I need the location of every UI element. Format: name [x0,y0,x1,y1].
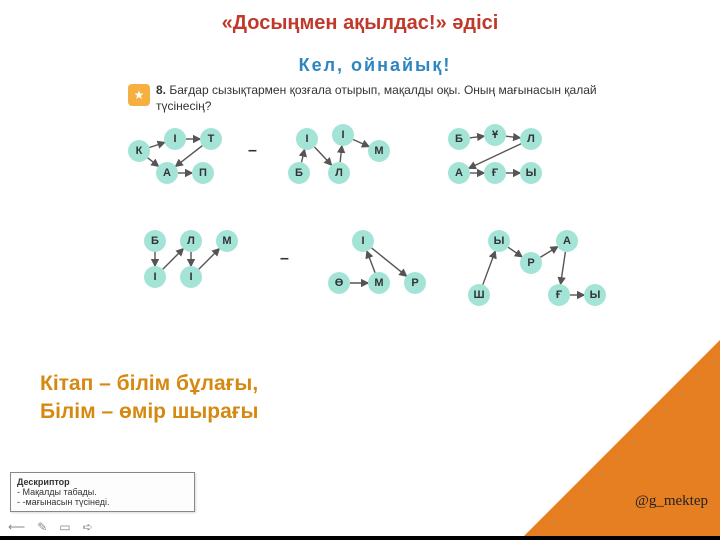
footer-bar [0,536,720,540]
letter-node: Ы [584,284,606,306]
workbook-heading: Кел, ойнайық! [120,55,630,76]
letter-node: Ө [328,272,350,294]
letter-node: Р [520,252,542,274]
letter-node: Ұ [484,124,506,146]
task-body: Бағдар сызықтармен қозғала отырып, мақал… [156,83,597,113]
letter-node: А [556,230,578,252]
dash-separator: – [248,142,257,160]
letter-node: Л [328,162,350,184]
screen-icon[interactable]: ▭ [59,520,70,534]
corner-triangle [520,340,720,540]
descriptor-item-1: - Мақалды табады. [17,487,188,497]
descriptor-box: Дескриптор - Мақалды табады. - -мағынасы… [10,472,195,512]
edit-icon[interactable]: ✎ [37,520,47,534]
task-text: 8. Бағдар сызықтармен қозғала отырып, ма… [156,82,622,114]
letter-node: І [332,124,354,146]
star-icon [128,84,150,106]
letter-node: П [192,162,214,184]
letter-diagram: КІТАПІІМБЛБҰЛАҒЫБЛМІІІӨМРЫАРШҒЫ–– [120,122,630,322]
letter-node: М [216,230,238,252]
task-number: 8. [156,83,166,97]
letter-node: Б [448,128,470,150]
descriptor-heading: Дескриптор [17,477,188,487]
letter-node: І [180,266,202,288]
letter-node: І [144,266,166,288]
letter-node: І [296,128,318,150]
descriptor-item-2: - -мағынасын түсінеді. [17,497,188,507]
slide-title: «Досыңмен ақылдас!» әдісі [0,0,720,35]
letter-node: Ғ [484,162,506,184]
letter-node: Т [200,128,222,150]
next-icon[interactable]: ➪ [83,520,93,534]
letter-node: Б [144,230,166,252]
letter-node: А [156,162,178,184]
letter-node: Ы [488,230,510,252]
letter-node: А [448,162,470,184]
letter-node: Ы [520,162,542,184]
letter-node: К [128,140,150,162]
letter-node: Л [180,230,202,252]
letter-node: Р [404,272,426,294]
letter-node: Б [288,162,310,184]
dash-separator: – [280,250,289,268]
handle-text: @g_mektep [635,493,708,510]
letter-node: І [352,230,374,252]
prev-icon[interactable]: ⟵ [8,520,25,534]
answer-line-1: Кітап – білім бұлағы, [40,370,258,398]
task-row: 8. Бағдар сызықтармен қозғала отырып, ма… [120,82,630,122]
answer-text: Кітап – білім бұлағы, Білім – өмір шырағ… [40,370,258,427]
letter-node: І [164,128,186,150]
letter-node: М [368,140,390,162]
slide-controls: ⟵ ✎ ▭ ➪ [8,520,93,534]
letter-node: Ш [468,284,490,306]
workbook-excerpt: Кел, ойнайық! 8. Бағдар сызықтармен қозғ… [120,55,630,335]
letter-node: Ғ [548,284,570,306]
letter-node: Л [520,128,542,150]
letter-node: М [368,272,390,294]
answer-line-2: Білім – өмір шырағы [40,398,258,426]
